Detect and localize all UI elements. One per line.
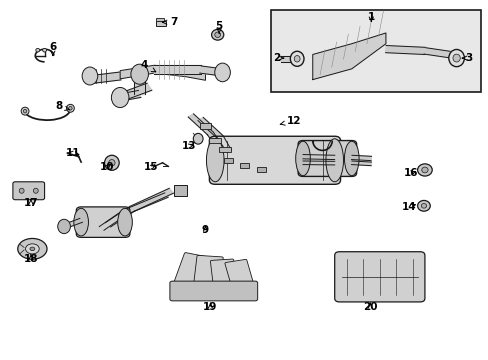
Bar — [219, 147, 230, 152]
Ellipse shape — [108, 159, 115, 166]
FancyBboxPatch shape — [193, 255, 223, 289]
FancyBboxPatch shape — [334, 252, 424, 302]
Text: 1: 1 — [367, 12, 374, 22]
Polygon shape — [134, 74, 145, 94]
Bar — [209, 138, 221, 143]
FancyBboxPatch shape — [76, 207, 130, 237]
Ellipse shape — [30, 247, 35, 251]
Text: 8: 8 — [56, 102, 69, 112]
Text: 20: 20 — [362, 302, 377, 312]
Ellipse shape — [36, 48, 40, 52]
Ellipse shape — [25, 244, 39, 254]
Ellipse shape — [58, 219, 70, 234]
Ellipse shape — [74, 208, 88, 236]
Ellipse shape — [18, 238, 47, 259]
Ellipse shape — [294, 55, 300, 62]
Polygon shape — [217, 136, 231, 152]
Polygon shape — [200, 66, 223, 76]
Ellipse shape — [23, 109, 27, 113]
Ellipse shape — [325, 139, 343, 182]
Polygon shape — [120, 65, 205, 80]
Ellipse shape — [42, 48, 46, 52]
Text: 18: 18 — [23, 254, 38, 264]
Polygon shape — [90, 72, 121, 84]
Ellipse shape — [448, 49, 464, 67]
Text: 13: 13 — [182, 141, 196, 151]
Polygon shape — [154, 65, 200, 74]
Ellipse shape — [19, 188, 24, 193]
Polygon shape — [119, 90, 141, 101]
Bar — [156, 21, 166, 26]
Polygon shape — [423, 48, 449, 58]
Text: 16: 16 — [403, 168, 418, 178]
Polygon shape — [105, 207, 135, 227]
Polygon shape — [188, 114, 213, 135]
Bar — [199, 123, 211, 129]
Polygon shape — [312, 33, 385, 80]
Ellipse shape — [193, 134, 203, 144]
Ellipse shape — [421, 167, 427, 173]
Bar — [223, 158, 233, 163]
Polygon shape — [99, 211, 127, 230]
Text: 9: 9 — [202, 225, 209, 235]
Ellipse shape — [104, 155, 119, 170]
FancyBboxPatch shape — [209, 136, 340, 184]
Ellipse shape — [420, 203, 426, 208]
Ellipse shape — [66, 104, 74, 112]
Text: 17: 17 — [23, 198, 38, 208]
FancyBboxPatch shape — [174, 253, 213, 288]
Text: 10: 10 — [100, 162, 114, 172]
Ellipse shape — [452, 54, 459, 62]
Ellipse shape — [211, 30, 224, 40]
Text: 14: 14 — [401, 202, 416, 212]
Ellipse shape — [131, 64, 148, 84]
Polygon shape — [385, 45, 425, 54]
Ellipse shape — [417, 201, 429, 211]
Bar — [256, 167, 266, 172]
Text: 4: 4 — [141, 60, 156, 72]
FancyBboxPatch shape — [169, 281, 257, 301]
Ellipse shape — [206, 139, 224, 182]
Ellipse shape — [21, 107, 29, 115]
Text: 12: 12 — [280, 116, 301, 126]
Text: 11: 11 — [65, 148, 80, 158]
Ellipse shape — [33, 188, 38, 193]
Polygon shape — [130, 188, 173, 211]
Polygon shape — [118, 83, 151, 101]
FancyBboxPatch shape — [298, 140, 356, 176]
Ellipse shape — [214, 32, 220, 37]
Bar — [173, 185, 187, 196]
Text: 19: 19 — [203, 302, 217, 312]
Ellipse shape — [69, 107, 72, 110]
Ellipse shape — [290, 51, 304, 66]
Polygon shape — [123, 193, 168, 215]
Polygon shape — [281, 55, 297, 62]
Polygon shape — [198, 117, 223, 139]
Polygon shape — [65, 219, 82, 228]
Ellipse shape — [295, 141, 310, 176]
FancyBboxPatch shape — [224, 260, 254, 291]
Bar — [271, 10, 480, 92]
Ellipse shape — [214, 63, 230, 82]
FancyBboxPatch shape — [13, 182, 44, 200]
Text: 3: 3 — [461, 53, 471, 63]
Polygon shape — [351, 161, 371, 166]
Ellipse shape — [344, 141, 358, 176]
Text: 7: 7 — [163, 17, 177, 27]
Bar — [239, 163, 249, 168]
Text: 15: 15 — [143, 162, 158, 172]
Polygon shape — [303, 161, 334, 165]
Text: 5: 5 — [215, 21, 223, 33]
Polygon shape — [207, 132, 223, 149]
Bar — [156, 18, 163, 21]
Text: 2: 2 — [273, 53, 283, 63]
Text: 6: 6 — [49, 42, 57, 55]
Ellipse shape — [118, 208, 132, 236]
Ellipse shape — [82, 67, 98, 85]
Ellipse shape — [417, 164, 431, 176]
FancyBboxPatch shape — [210, 259, 237, 291]
Polygon shape — [302, 154, 334, 159]
Ellipse shape — [111, 87, 129, 108]
Polygon shape — [351, 155, 371, 161]
